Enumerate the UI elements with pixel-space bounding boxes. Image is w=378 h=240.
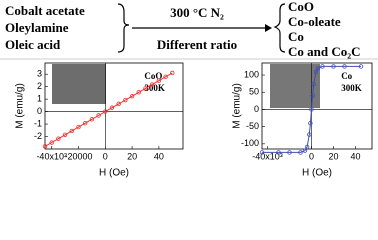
x-tick-label: -40x10³ xyxy=(252,151,283,161)
product: Co and Co₂C xyxy=(288,44,361,59)
data-point xyxy=(309,107,314,112)
data-point xyxy=(116,101,121,107)
annotation: Co xyxy=(341,71,352,81)
brace xyxy=(273,3,286,53)
y-tick-label: 50 xyxy=(249,87,259,97)
data-point xyxy=(136,90,141,95)
data-point xyxy=(42,144,48,149)
data-point xyxy=(320,64,325,69)
data-point xyxy=(298,150,303,155)
data-point xyxy=(156,78,162,83)
data-point xyxy=(302,148,308,153)
condition: Different ratio xyxy=(157,37,237,52)
data-point xyxy=(143,86,148,91)
data-point xyxy=(287,150,292,155)
data-point xyxy=(342,64,347,69)
annotation: 300K xyxy=(341,83,362,93)
data-point xyxy=(276,150,281,155)
data-point xyxy=(304,144,310,150)
y-tick-label: -100 xyxy=(241,138,259,148)
x-axis-label: H (Oe) xyxy=(99,168,129,179)
data-point xyxy=(311,82,316,87)
y-tick-label: 0 xyxy=(37,106,42,116)
reactant: Cobalt acetate xyxy=(5,3,85,18)
data-point xyxy=(129,93,135,99)
data-point xyxy=(76,124,81,130)
x-tick-label: 20 xyxy=(328,151,338,161)
data-point xyxy=(123,97,128,103)
x-tick-label: -20000 xyxy=(64,151,92,161)
data-point xyxy=(315,65,321,71)
data-point xyxy=(82,120,88,126)
x-tick-label: 20 xyxy=(127,151,137,161)
condition: 300 °C N₂ xyxy=(170,5,224,20)
annotation: 300K xyxy=(144,83,165,93)
y-tick-label: 3 xyxy=(37,69,42,79)
y-axis-label: M (emu/g) xyxy=(232,83,243,129)
x-tick-label: 40 xyxy=(154,151,164,161)
data-point xyxy=(307,132,312,137)
data-point xyxy=(308,120,313,126)
product: CoO xyxy=(288,0,314,14)
y-tick-label: 100 xyxy=(244,69,259,79)
sem-inset xyxy=(52,64,106,104)
reactant: Oleylamine xyxy=(5,20,69,35)
data-point xyxy=(89,117,95,122)
x-axis-label: H (Oe) xyxy=(302,168,332,179)
brace xyxy=(117,3,130,53)
y-tick-label: -50 xyxy=(246,121,259,131)
data-point xyxy=(170,70,175,76)
page: Cobalt acetate Oleylamine Oleic acid 300… xyxy=(0,0,378,179)
x-tick-label: 40 xyxy=(350,151,360,161)
data-point xyxy=(109,105,115,110)
data-point xyxy=(62,132,68,137)
data-point xyxy=(259,150,265,155)
y-tick-label: -2 xyxy=(34,131,42,141)
data-point xyxy=(313,69,319,75)
y-tick-label: 1 xyxy=(37,94,42,104)
x-tick-label: -40x10³ xyxy=(36,151,67,161)
data-point xyxy=(331,64,336,69)
reactant: Oleic acid xyxy=(5,37,61,52)
data-point xyxy=(310,93,315,98)
plot-frame xyxy=(44,62,184,150)
x-tick-label: 0 xyxy=(309,151,314,161)
data-point xyxy=(69,128,74,134)
plot-frame xyxy=(261,62,373,150)
data-point xyxy=(103,109,108,114)
data-point xyxy=(49,140,54,145)
y-axis-label: M (emu/g) xyxy=(15,83,26,129)
data-point xyxy=(96,113,101,118)
figure: Cobalt acetate Oleylamine Oleic acid 300… xyxy=(0,0,378,179)
series-line xyxy=(262,65,361,153)
x-tick-label: 0 xyxy=(103,151,108,161)
y-tick-label: 0 xyxy=(254,104,259,114)
data-point xyxy=(163,74,168,80)
y-tick-label: -1 xyxy=(34,118,42,128)
data-point xyxy=(358,64,364,69)
series-line xyxy=(44,72,173,147)
product: Co-oleate xyxy=(288,14,341,29)
arrow-head xyxy=(265,24,272,32)
data-point xyxy=(149,82,155,87)
data-point xyxy=(56,136,61,141)
annotation: CoO xyxy=(144,71,162,81)
product: Co xyxy=(288,29,304,44)
y-tick-label: 2 xyxy=(37,81,42,91)
